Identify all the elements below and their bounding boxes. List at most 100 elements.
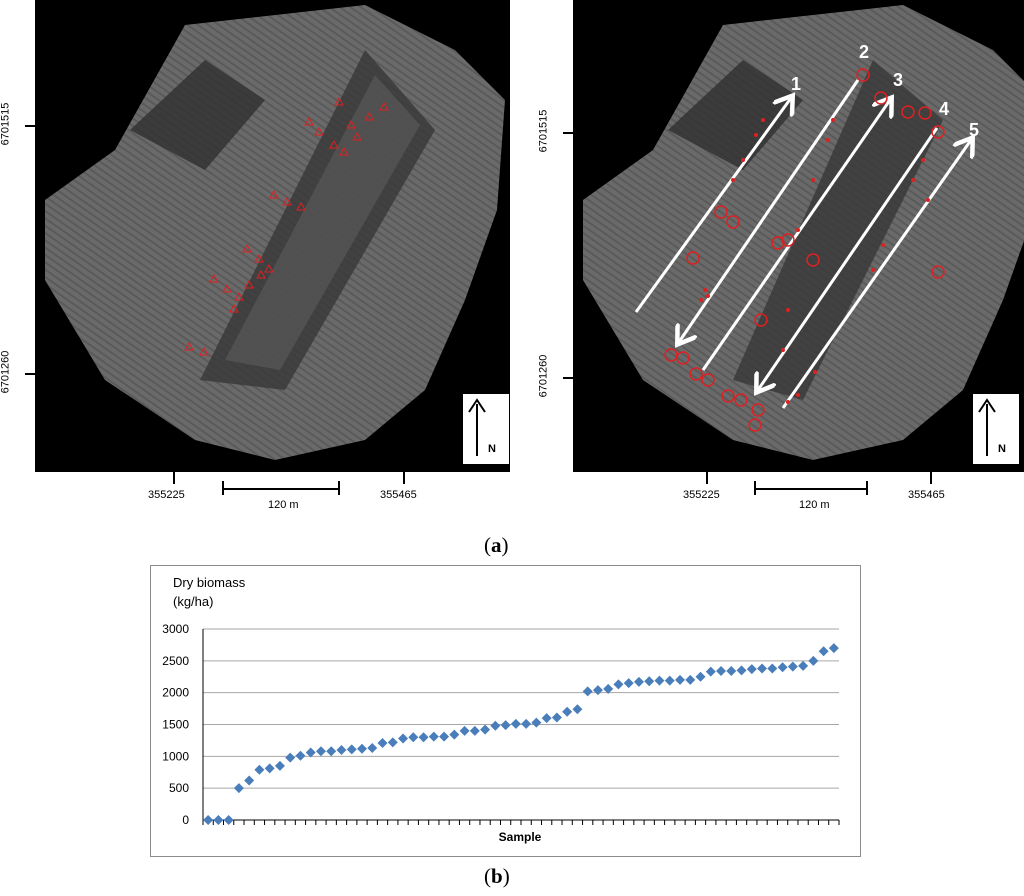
y-tick-right-2 (563, 377, 573, 379)
data-point (459, 725, 470, 736)
transect-1 (634, 98, 791, 313)
data-point (500, 720, 511, 731)
scale-label-left: 120 m (268, 499, 299, 511)
data-point (767, 663, 778, 674)
y-tick-label: 0 (182, 813, 189, 827)
figure-label-b: (b) (484, 864, 510, 888)
data-point (377, 737, 388, 748)
data-point (798, 660, 809, 671)
y-axis-title-line1: Dry biomass (173, 575, 246, 590)
data-point (808, 655, 819, 666)
x-coord-left-2: 355465 (380, 489, 417, 501)
x-coord-right-2: 355465 (908, 489, 945, 501)
data-point (603, 683, 614, 694)
y-tick-left-2 (25, 373, 35, 375)
transects (634, 79, 971, 409)
x-tick-right-2 (930, 472, 932, 484)
data-point (572, 704, 583, 715)
data-point (562, 706, 573, 717)
figure-label-a: (a) (484, 533, 509, 557)
x-tick-left-2 (403, 472, 405, 484)
transect-4 (758, 127, 939, 390)
data-point (510, 718, 521, 729)
y-tick-label: 500 (169, 781, 189, 795)
data-point (716, 666, 727, 677)
data-point (746, 664, 757, 675)
data-point (757, 663, 768, 674)
sample-markers-left (184, 96, 389, 356)
sample-markers-right (664, 68, 945, 432)
data-point (490, 720, 501, 731)
data-point (633, 676, 644, 687)
transect-label-2: 2 (859, 42, 869, 62)
y-tick-label: 2500 (162, 654, 189, 668)
data-point (398, 733, 409, 744)
data-point (223, 815, 234, 825)
orthophoto-right: 1 2 3 4 5 (573, 0, 1024, 472)
x-coord-left-1: 355225 (148, 489, 185, 501)
y-tick-right-1 (563, 132, 573, 134)
data-point (408, 732, 419, 743)
data-point (777, 662, 788, 673)
transect-label-3: 3 (893, 70, 903, 90)
data-point (828, 643, 839, 654)
transect-label-5: 5 (969, 120, 979, 140)
data-point (685, 674, 696, 685)
data-point (541, 713, 552, 724)
transect-2 (679, 79, 860, 342)
data-point (264, 763, 275, 774)
data-point (428, 731, 439, 742)
data-point (736, 665, 747, 676)
north-arrow-left: N (462, 393, 510, 465)
data-point (233, 783, 244, 794)
data-point (592, 685, 603, 696)
data-point (705, 666, 716, 677)
data-point (469, 725, 480, 736)
y-tick-left-1 (25, 125, 35, 127)
y-coord-left-2: 6701260 (0, 350, 12, 394)
scale-label-right: 120 m (799, 499, 830, 511)
x-coord-right-1: 355225 (683, 489, 720, 501)
data-point (644, 676, 655, 687)
data-point (367, 743, 378, 754)
orthophoto-left-image (45, 5, 505, 460)
north-arrow-icon (978, 398, 996, 456)
x-tick-right-1 (706, 472, 708, 484)
data-point (357, 743, 367, 754)
data-point (531, 717, 542, 728)
y-axis-title-line2: (kg/ha) (173, 594, 213, 609)
data-point (336, 744, 347, 755)
data-point (521, 718, 532, 729)
data-point (654, 675, 665, 686)
y-tick-label: 3000 (162, 622, 189, 636)
biomass-chart: 0 500 1000 1500 2000 2500 3000 Dry biomass (kg… (150, 565, 861, 857)
data-point (818, 646, 829, 657)
north-arrow-icon (468, 398, 486, 456)
data-point (551, 712, 562, 723)
y-coord-right-1: 6701515 (537, 109, 550, 153)
x-axis-title: Sample (499, 830, 542, 844)
y-tick-label: 2000 (162, 686, 189, 700)
data-point (295, 750, 306, 761)
data-point (439, 731, 450, 742)
data-point (787, 661, 798, 672)
data-point (623, 678, 634, 689)
data-point (346, 744, 357, 755)
biomass-chart-svg: 0 500 1000 1500 2000 2500 3000 Dry biomass (kg… (162, 575, 840, 844)
data-point (387, 737, 398, 748)
x-tick-left-1 (173, 472, 175, 484)
transect-5 (781, 140, 971, 409)
data-point (418, 732, 429, 743)
data-point (305, 747, 316, 758)
data-point (675, 674, 685, 685)
data-point (726, 666, 737, 677)
data-point (613, 679, 624, 690)
data-point (480, 724, 491, 735)
data-point (315, 746, 326, 757)
data-point (582, 686, 593, 697)
data-point (274, 760, 285, 771)
data-point (285, 752, 296, 763)
data-point (213, 815, 224, 825)
transect-3 (701, 100, 890, 371)
y-tick-label: 1000 (162, 749, 189, 763)
